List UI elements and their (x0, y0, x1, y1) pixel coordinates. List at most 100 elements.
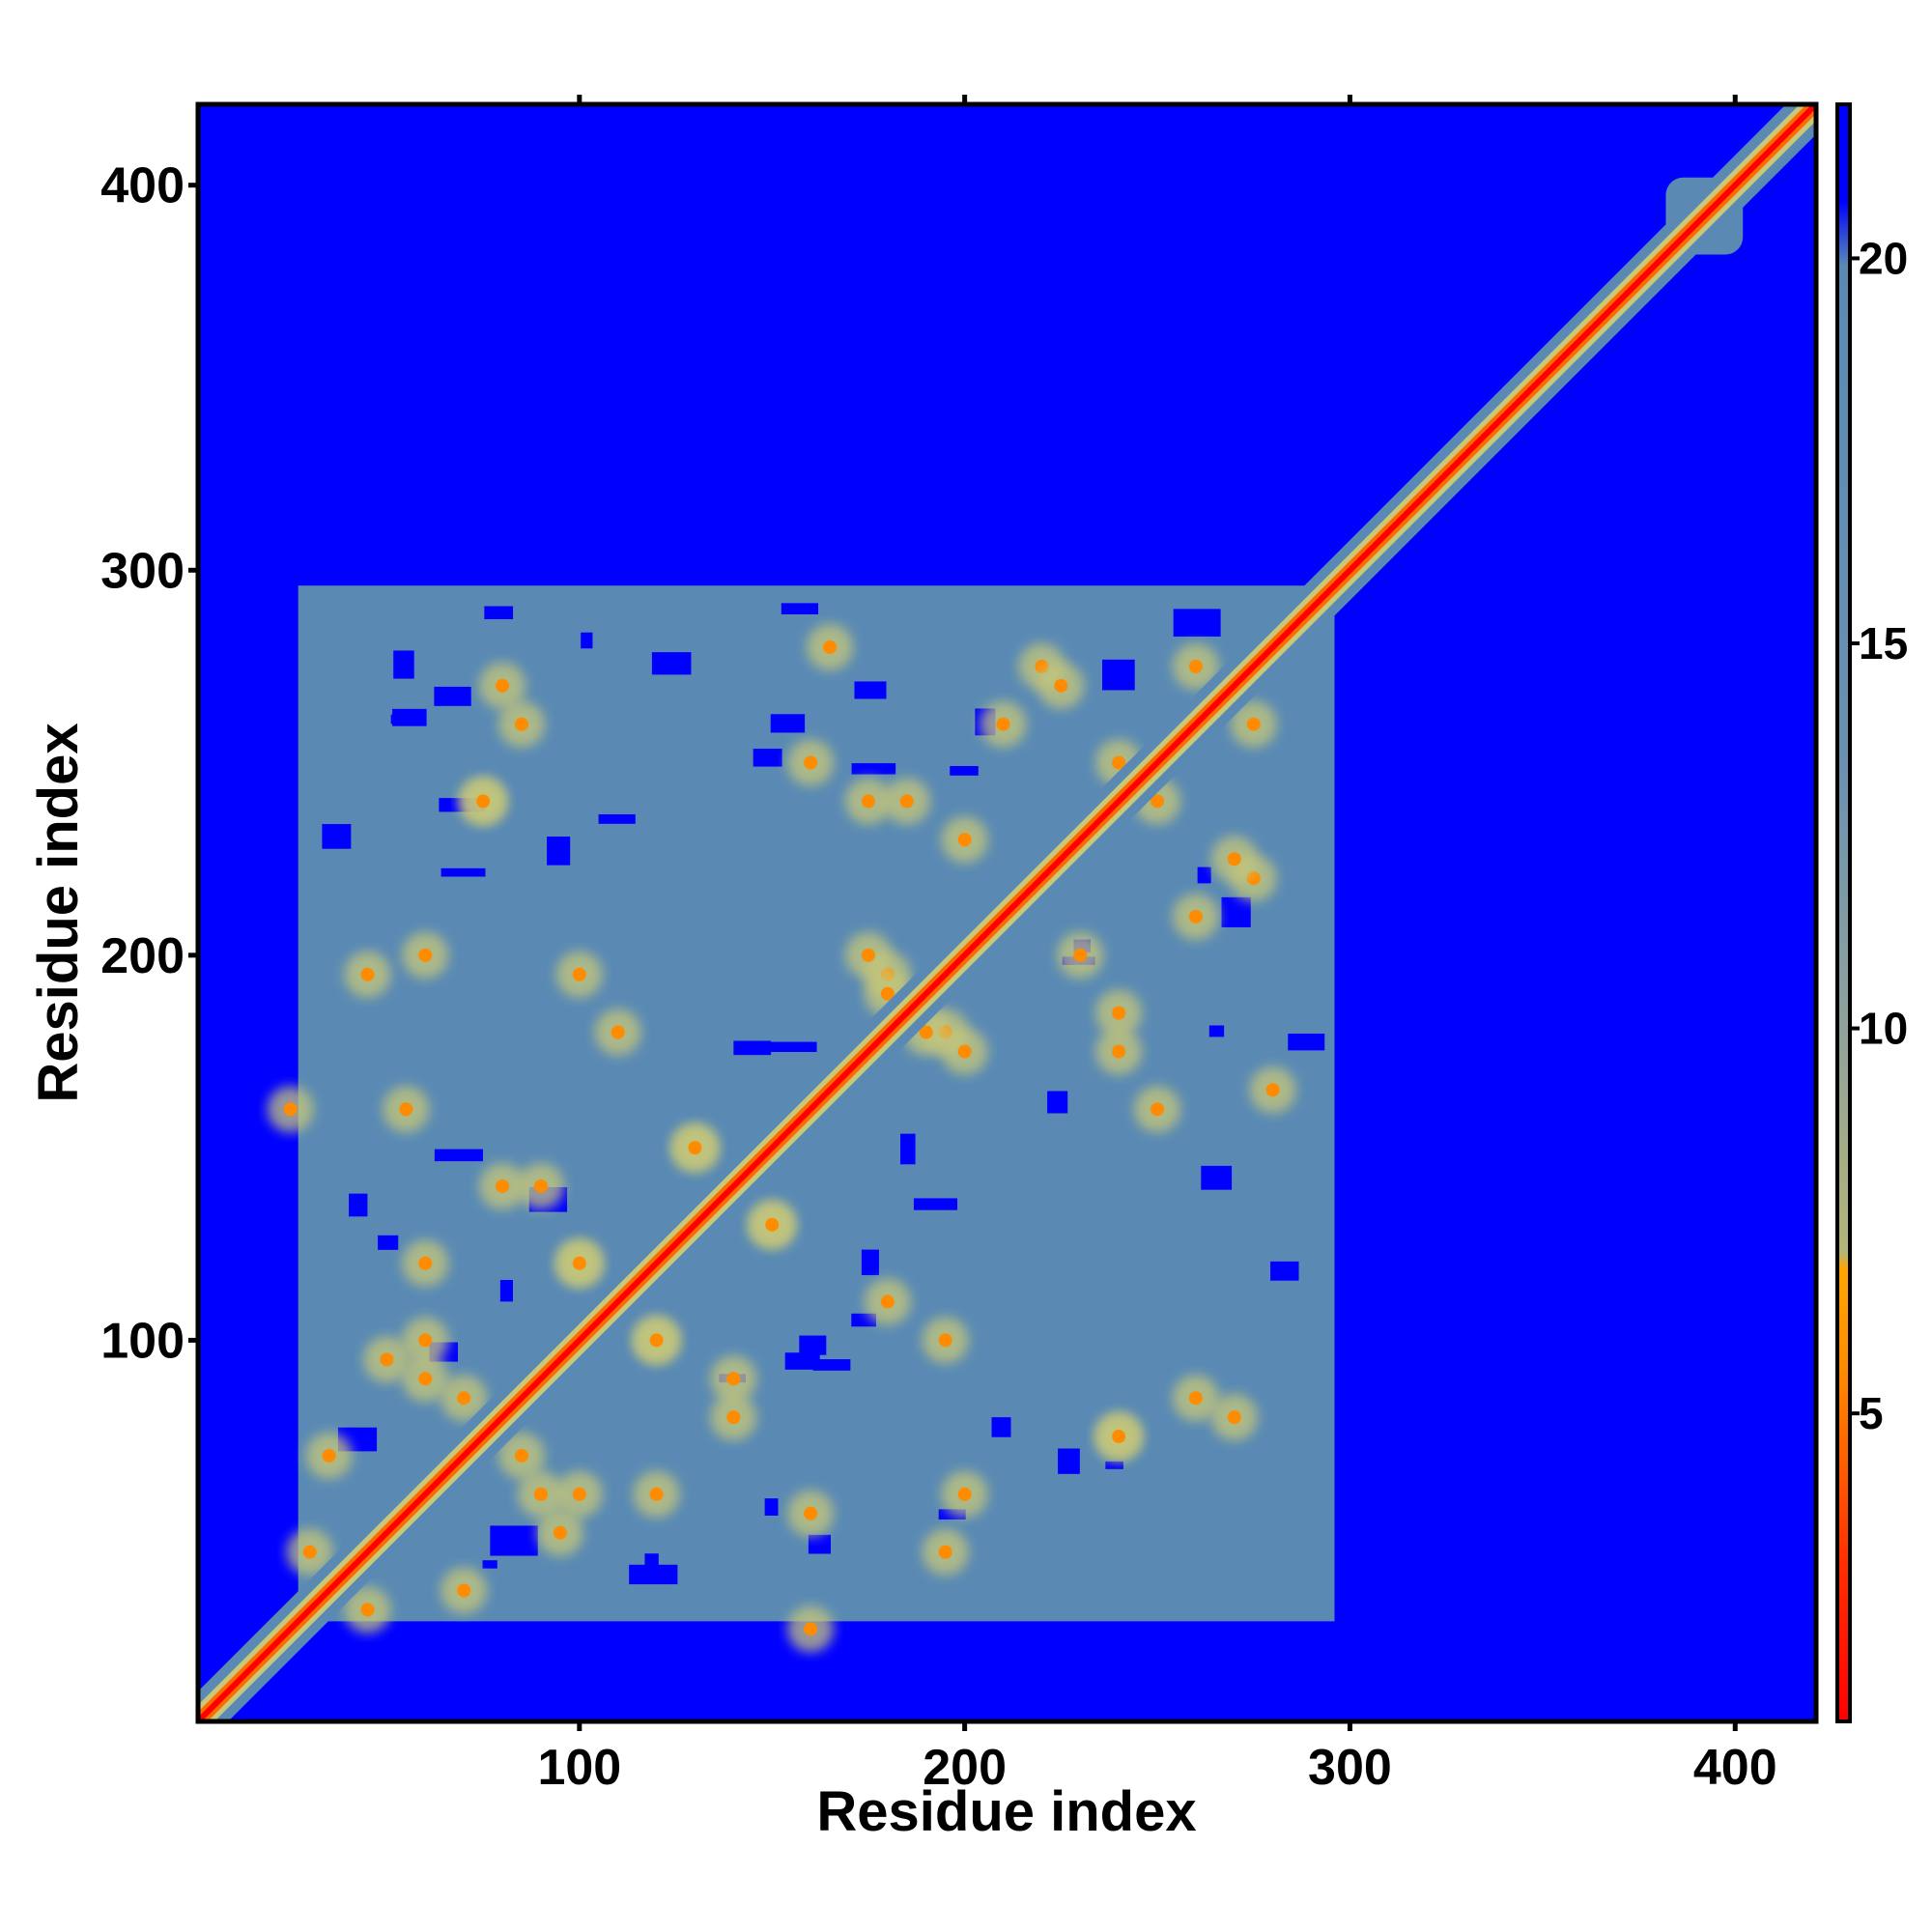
contact-point (496, 1179, 510, 1193)
contact-point (726, 1410, 741, 1425)
contact-gap (854, 681, 887, 699)
contact-gap (1208, 1025, 1225, 1037)
contact-gap (764, 1498, 779, 1516)
contact-gap (900, 1133, 916, 1165)
contact-gap (390, 714, 406, 724)
colorbar: 5 10 15 20 (1835, 102, 1908, 1723)
contact-point (476, 794, 491, 809)
contact-point (1054, 678, 1068, 693)
contact-gap (598, 814, 636, 824)
contact-point (1188, 1391, 1203, 1406)
contact-point (457, 1391, 471, 1406)
contact-point (380, 1352, 394, 1367)
contact-point (418, 948, 433, 962)
contact-point (957, 833, 972, 847)
contact-point (496, 678, 510, 693)
contact-point (322, 1448, 336, 1463)
contact-point (688, 1141, 702, 1155)
contact-point (957, 1044, 972, 1059)
contact-point (399, 1102, 413, 1117)
colorbar-tick-label: 20 (1859, 233, 1908, 283)
diagonal-center (198, 104, 1816, 1721)
contact-point (302, 1545, 317, 1559)
contact-gap (938, 1509, 966, 1520)
contact-point (1188, 659, 1203, 673)
y-tick-label: 300 (100, 543, 185, 599)
contact-point (418, 1256, 433, 1270)
contact-point (1151, 1102, 1165, 1117)
contact-point (996, 717, 1010, 731)
contact-gap (490, 1525, 538, 1556)
contact-point (418, 1372, 433, 1386)
contact-gap (547, 836, 571, 866)
contact-gap (393, 650, 414, 679)
x-tick-label: 300 (1308, 1740, 1392, 1796)
contact-marks (267, 623, 1296, 1653)
contact-point (649, 1333, 664, 1348)
contact-point (515, 1448, 528, 1463)
contact-point (880, 1294, 895, 1309)
contact-point (1073, 948, 1088, 962)
contact-gap (440, 867, 486, 877)
y-axis: 100 200 300 400 (100, 158, 198, 1369)
contact-point (533, 1179, 548, 1193)
contact-point (861, 794, 875, 809)
contact-gap (349, 1193, 368, 1217)
contact-gap (434, 686, 471, 706)
contact-gap (1058, 1448, 1080, 1474)
contact-gap (950, 766, 979, 776)
contact-point (515, 717, 528, 731)
contact-gap (770, 1041, 817, 1053)
contact-point (938, 1333, 952, 1348)
contact-gap (1173, 609, 1221, 637)
contact-gap (1197, 867, 1211, 884)
contact-point (726, 1372, 741, 1386)
contact-point (957, 1487, 972, 1501)
contact-gap (651, 652, 692, 675)
contact-gap (991, 1417, 1011, 1437)
contact-point (1227, 1410, 1241, 1425)
contact-point (823, 639, 838, 654)
colorbar-tick-label: 10 (1859, 1004, 1908, 1054)
contact-gap (913, 1198, 958, 1210)
contact-point (1112, 1044, 1126, 1059)
colorbar-gradient (1835, 102, 1852, 1723)
colorbar-ticks: 5 10 15 20 (1850, 233, 1908, 1438)
y-tick-label: 400 (100, 158, 185, 214)
contact-point (804, 1506, 818, 1520)
plot-frame (195, 101, 1819, 1724)
contact-gap (322, 824, 352, 849)
contact-gap (784, 1352, 820, 1370)
diagonal-band (198, 104, 1816, 1721)
contact-point (1265, 1083, 1280, 1097)
y-tick-label: 100 (100, 1313, 185, 1369)
x-axis: 100 200 300 400 (537, 95, 1777, 1796)
contact-gap (1288, 1034, 1325, 1051)
contact-point (283, 1102, 298, 1117)
contact-gap (482, 1560, 497, 1569)
contact-point (533, 1487, 548, 1501)
contact-gap (808, 1534, 832, 1554)
plot-area (198, 104, 1816, 1721)
contact-point (880, 986, 895, 1001)
contact-point (899, 794, 914, 809)
contact-point (572, 1256, 586, 1270)
contact-gap (378, 1235, 399, 1250)
contact-gap (1221, 896, 1251, 927)
contact-point (457, 1583, 471, 1598)
y-tick-label: 200 (100, 928, 185, 984)
contact-point (572, 1487, 586, 1501)
contact-point (553, 1525, 567, 1540)
contact-point (1112, 755, 1126, 770)
contact-point (919, 1025, 933, 1039)
contact-point (1188, 909, 1203, 923)
contact-gap (434, 1149, 483, 1162)
contact-gap (770, 714, 806, 733)
contact-point (804, 755, 818, 770)
contact-point (765, 1217, 780, 1232)
contact-point (804, 1622, 818, 1636)
contact-point (1246, 717, 1261, 731)
contact-gap (851, 1313, 877, 1327)
contact-point (418, 1333, 433, 1348)
